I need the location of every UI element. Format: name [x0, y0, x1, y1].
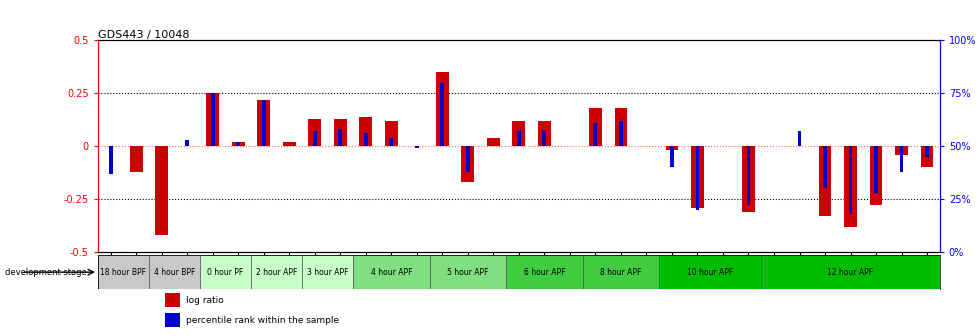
- Bar: [542, 131, 546, 146]
- Bar: [919, 146, 932, 167]
- Bar: [364, 133, 368, 146]
- Bar: [165, 313, 180, 327]
- Bar: [200, 255, 250, 289]
- Bar: [538, 121, 551, 146]
- Bar: [206, 93, 219, 146]
- Bar: [818, 146, 830, 216]
- Bar: [868, 146, 881, 205]
- Bar: [761, 255, 939, 289]
- Bar: [109, 146, 112, 174]
- Bar: [333, 119, 346, 146]
- Text: 4 hour APF: 4 hour APF: [371, 268, 412, 277]
- Bar: [894, 146, 907, 155]
- Bar: [308, 119, 321, 146]
- Text: 2 hour APF: 2 hour APF: [255, 268, 297, 277]
- Text: 6 hour APF: 6 hour APF: [523, 268, 564, 277]
- Bar: [848, 146, 852, 214]
- Text: log ratio: log ratio: [186, 296, 224, 305]
- Bar: [440, 83, 444, 146]
- Bar: [165, 293, 180, 307]
- Bar: [156, 146, 168, 235]
- Text: GDS443 / 10048: GDS443 / 10048: [98, 30, 189, 40]
- Bar: [353, 255, 429, 289]
- Bar: [669, 146, 673, 167]
- Bar: [506, 255, 582, 289]
- Bar: [618, 121, 622, 146]
- Bar: [511, 121, 525, 146]
- Bar: [516, 131, 520, 146]
- Text: percentile rank within the sample: percentile rank within the sample: [186, 316, 339, 325]
- Bar: [589, 108, 601, 146]
- Bar: [924, 146, 928, 157]
- Text: 8 hour APF: 8 hour APF: [600, 268, 641, 277]
- Bar: [232, 142, 244, 146]
- Text: 3 hour APF: 3 hour APF: [306, 268, 348, 277]
- Text: 10 hour APF: 10 hour APF: [687, 268, 733, 277]
- Bar: [384, 121, 397, 146]
- Bar: [486, 138, 499, 146]
- Text: 0 hour PF: 0 hour PF: [207, 268, 244, 277]
- Bar: [466, 146, 469, 172]
- Bar: [822, 146, 826, 188]
- Bar: [130, 146, 143, 172]
- Bar: [746, 146, 749, 205]
- Bar: [593, 123, 597, 146]
- Bar: [415, 146, 419, 148]
- Bar: [338, 129, 342, 146]
- Bar: [257, 99, 270, 146]
- Bar: [690, 146, 703, 208]
- Bar: [98, 255, 149, 289]
- Bar: [435, 72, 448, 146]
- Bar: [582, 255, 658, 289]
- Bar: [797, 131, 801, 146]
- Bar: [185, 140, 189, 146]
- Bar: [658, 255, 761, 289]
- Bar: [843, 146, 856, 226]
- Bar: [429, 255, 506, 289]
- Bar: [301, 255, 353, 289]
- Bar: [614, 108, 627, 146]
- Bar: [665, 146, 678, 151]
- Bar: [461, 146, 473, 182]
- Text: 5 hour APF: 5 hour APF: [447, 268, 488, 277]
- Bar: [236, 142, 240, 146]
- Text: 12 hour APF: 12 hour APF: [826, 268, 872, 277]
- Bar: [250, 255, 301, 289]
- Bar: [359, 117, 372, 146]
- Bar: [313, 131, 316, 146]
- Bar: [283, 142, 295, 146]
- Bar: [873, 146, 877, 193]
- Bar: [694, 146, 698, 210]
- Text: 18 hour BPF: 18 hour BPF: [101, 268, 147, 277]
- Text: 4 hour BPF: 4 hour BPF: [154, 268, 195, 277]
- Bar: [210, 93, 214, 146]
- Text: development stage: development stage: [5, 268, 87, 277]
- Bar: [389, 138, 393, 146]
- Bar: [899, 146, 903, 172]
- Bar: [261, 99, 265, 146]
- Bar: [149, 255, 200, 289]
- Bar: [741, 146, 754, 212]
